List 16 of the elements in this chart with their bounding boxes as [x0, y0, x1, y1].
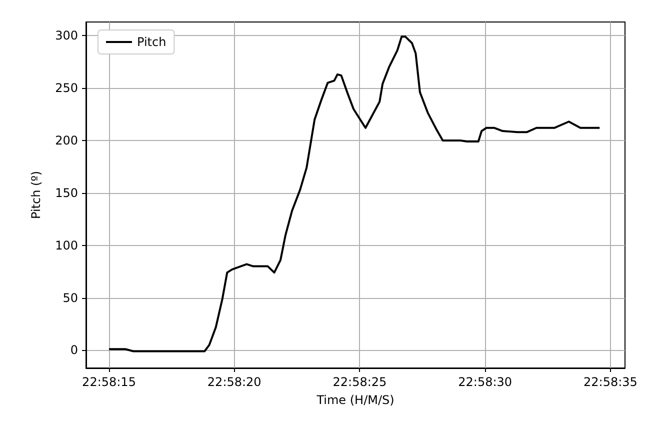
y-tick-label: 150 [55, 186, 78, 200]
line-series [108, 36, 601, 352]
y-tick-label: 50 [62, 290, 78, 305]
y-tick-label: 250 [55, 81, 78, 96]
x-tick-label: 22:58:20 [207, 375, 262, 389]
y-tick-label: 200 [55, 133, 78, 148]
y-tick-label: 0 [70, 343, 78, 358]
x-tick-label: 22:58:25 [332, 375, 387, 389]
x-tick-label: 22:58:35 [584, 375, 638, 389]
y-axis-title: Pitch (º) [29, 170, 43, 220]
x-tick-label: 22:58:15 [82, 375, 136, 389]
y-tick-label: 100 [55, 238, 78, 252]
legend-label: Pitch [137, 35, 166, 49]
x-axis-title: Time (H/M/S) [316, 393, 394, 407]
x-tick-label: 22:58:30 [458, 375, 512, 389]
y-tick-label: 300 [55, 28, 78, 43]
